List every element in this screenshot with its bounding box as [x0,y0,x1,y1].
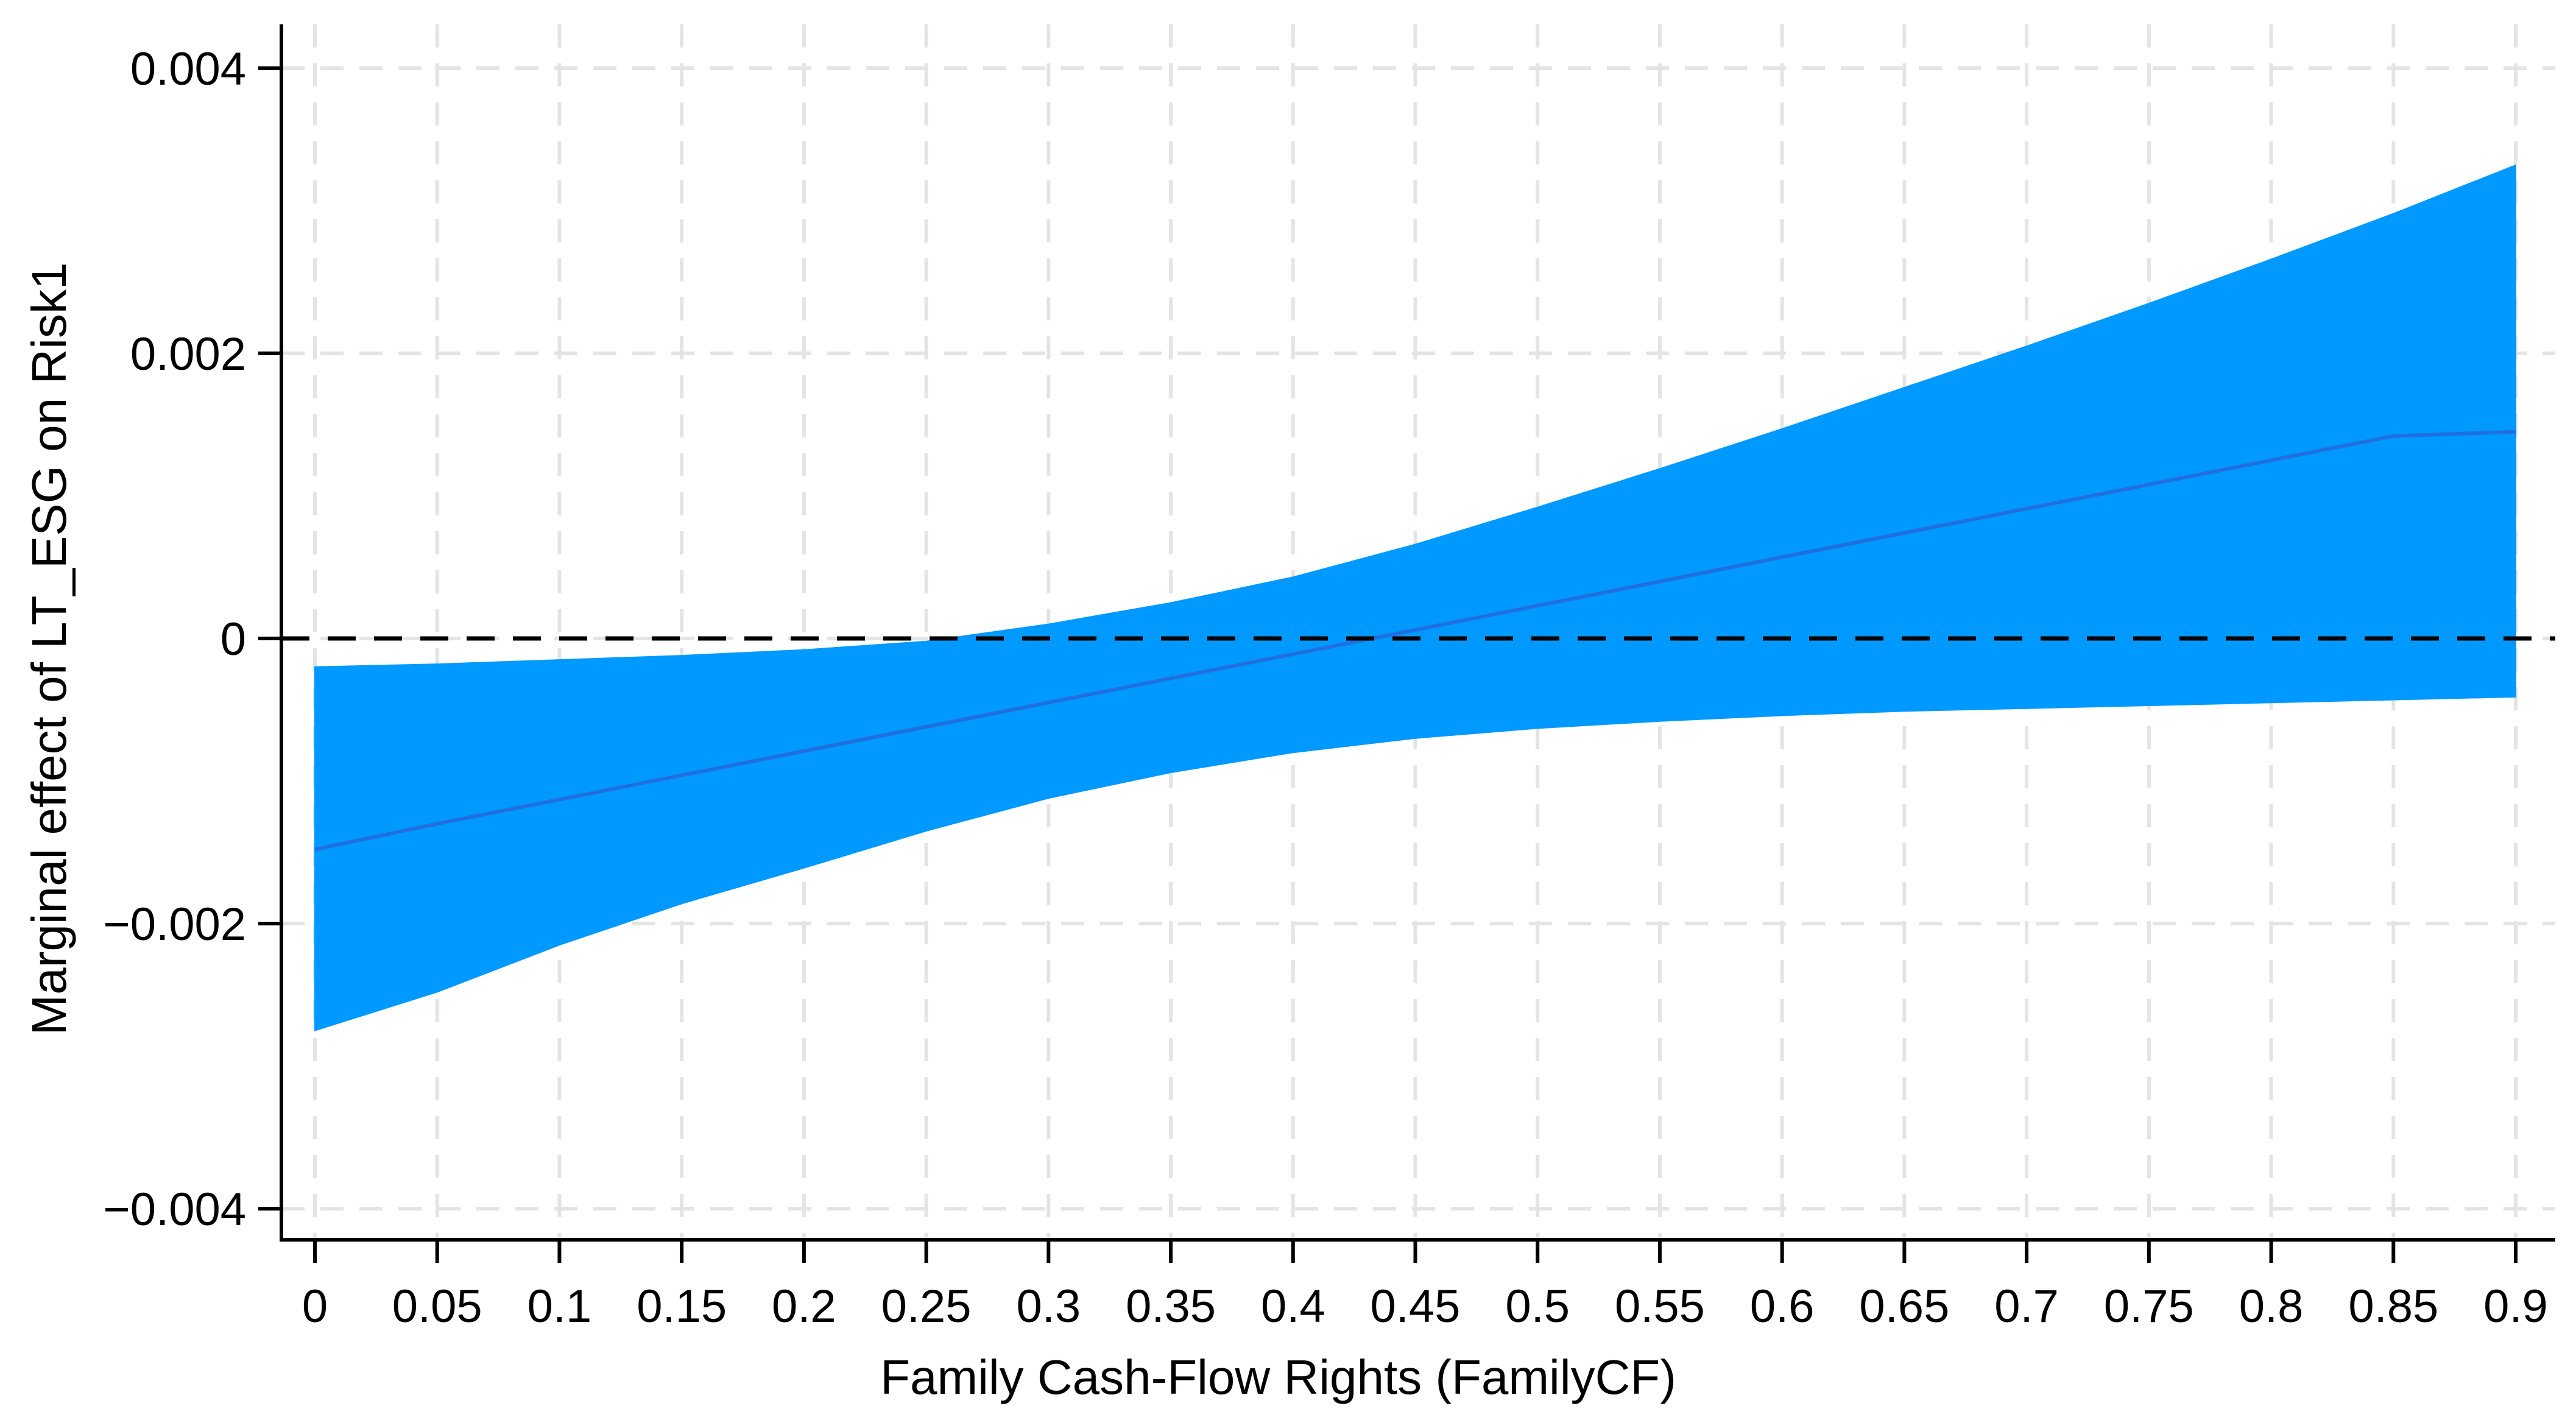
y-tick-label: 0.004 [130,43,246,95]
x-tick-label: 0.8 [2239,1281,2304,1332]
marginal-effect-line [314,429,2516,852]
y-tick-layer: 0.004 0.002 0 −0.002 −0.004 [103,43,281,1235]
x-tick-layer: 0 0.05 0.1 0.15 0.2 0.25 0.3 0.35 0.4 0.45 0.5 0.55… [302,1240,2548,1332]
x-tick-label: 0.85 [2348,1281,2438,1332]
axis-layer [280,24,2555,1242]
x-tick-label: 0.15 [637,1281,727,1332]
y-tick-label: 0 [221,613,246,665]
x-tick-label: 0.65 [1859,1281,1949,1332]
y-axis-title: Marginal effect of LT_ESG on Risk1 [22,263,76,1036]
x-tick-label: 0 [302,1281,328,1332]
x-tick-label: 0.3 [1017,1281,1081,1332]
x-tick-label: 0.9 [2483,1281,2548,1332]
y-tick-label: −0.004 [103,1184,246,1235]
x-tick-label: 0.2 [772,1281,836,1332]
y-tick-label: −0.002 [103,899,246,950]
x-axis-title: Family Cash-Flow Rights (FamilyCF) [880,1350,1676,1404]
x-tick-label: 0.25 [881,1281,972,1332]
x-tick-label: 0.75 [2104,1281,2194,1332]
y-tick-label: 0.002 [130,328,246,380]
x-tick-label: 0.35 [1126,1281,1216,1332]
x-tick-label: 0.45 [1371,1281,1461,1332]
confidence-band [314,164,2516,1031]
x-tick-label: 0.5 [1505,1281,1570,1332]
x-tick-label: 0.4 [1261,1281,1325,1332]
x-tick-label: 0.7 [1994,1281,2059,1332]
x-tick-label: 0.6 [1750,1281,1815,1332]
x-tick-label: 0.05 [392,1281,482,1332]
confidence-band-layer [314,164,2516,1031]
x-tick-label: 0.55 [1615,1281,1705,1332]
x-tick-label: 0.1 [528,1281,592,1332]
